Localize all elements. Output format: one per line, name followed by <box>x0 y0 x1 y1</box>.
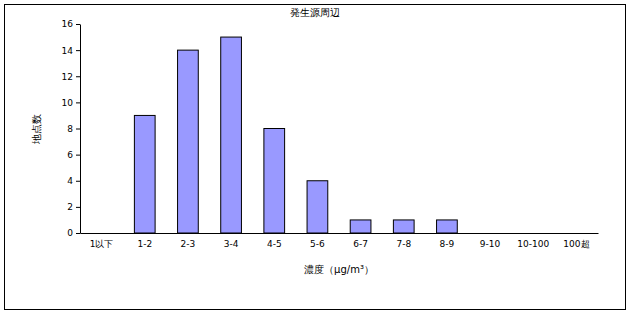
y-tick-mark <box>76 233 80 234</box>
y-tick-mark <box>76 207 80 208</box>
x-tick-label: 100超 <box>563 239 589 249</box>
y-tick: 10 <box>62 98 80 108</box>
x-tick-label: 10-100 <box>517 239 549 249</box>
y-tick: 12 <box>62 72 80 82</box>
bars <box>134 37 457 233</box>
x-tick-label: 6-7 <box>353 239 368 249</box>
x-tick: 9-10 <box>480 239 501 249</box>
x-tick: 3-4 <box>224 239 239 249</box>
x-tick-label: 2-3 <box>181 239 196 249</box>
bar <box>307 181 328 233</box>
x-tick: 100超 <box>563 239 589 249</box>
x-tick: 2-3 <box>181 239 196 249</box>
x-tick-label: 9-10 <box>480 239 501 249</box>
x-tick-label: 4-5 <box>267 239 282 249</box>
y-tick-label: 2 <box>67 202 73 212</box>
y-tick-mark <box>76 76 80 77</box>
y-tick-mark <box>76 129 80 130</box>
y-tick-label: 10 <box>62 98 74 108</box>
y-tick-mark <box>76 181 80 182</box>
y-tick-label: 12 <box>62 72 73 82</box>
x-tick: 10-100 <box>517 239 549 249</box>
chart-frame <box>5 5 626 310</box>
x-tick-label: 1以下 <box>90 239 114 249</box>
bar <box>91 233 112 234</box>
bar <box>566 233 587 234</box>
y-tick: 8 <box>67 124 80 134</box>
y-tick-label: 8 <box>67 124 73 134</box>
x-tick: 4-5 <box>267 239 282 249</box>
bar <box>134 115 155 233</box>
x-tick-label: 5-6 <box>310 239 325 249</box>
x-tick: 7-8 <box>396 239 411 249</box>
title: 発生源周辺 <box>290 7 340 18</box>
y-tick-label: 16 <box>62 19 74 29</box>
chart: 発生源周辺 0 2 4 6 8 10 12 14 16 1以下 1-2 2-3 3-4 4-5 5-6 6-7 7… <box>0 0 630 315</box>
y-tick-mark <box>76 155 80 156</box>
y-tick: 2 <box>67 202 80 212</box>
y-tick-label: 4 <box>67 176 73 186</box>
x-axis-line <box>81 233 599 234</box>
bar <box>264 129 285 234</box>
y-tick: 0 <box>67 228 80 238</box>
y-tick: 14 <box>62 46 80 56</box>
x-axis-title: 濃度（μg/m³） <box>304 264 374 275</box>
y-tick-label: 6 <box>67 150 73 160</box>
bar <box>480 233 501 234</box>
y-axis: 0 2 4 6 8 10 12 14 16 <box>62 19 81 238</box>
y-tick: 4 <box>67 176 80 186</box>
y-tick-mark <box>76 50 80 51</box>
x-tick: 1-2 <box>137 239 152 249</box>
x-tick-label: 7-8 <box>396 239 411 249</box>
x-tick: 8-9 <box>440 239 455 249</box>
y-tick: 6 <box>67 150 80 160</box>
x-tick: 5-6 <box>310 239 325 249</box>
y-tick-mark <box>76 102 80 103</box>
plot: 0 2 4 6 8 10 12 14 16 1以下 1-2 2-3 3-4 4-5 5-6 6-7 7-8 8-9… <box>62 19 599 249</box>
y-tick-label: 0 <box>67 228 73 238</box>
y-axis-line <box>80 25 81 234</box>
y-tick-mark <box>76 24 80 25</box>
x-axis: 1以下 1-2 2-3 3-4 4-5 5-6 6-7 7-8 8-9 9-10 10-100 100… <box>81 234 599 250</box>
x-tick-label: 3-4 <box>224 239 239 249</box>
x-tick-label: 1-2 <box>137 239 152 249</box>
y-tick: 16 <box>62 19 80 29</box>
bar <box>393 220 414 233</box>
x-tick: 6-7 <box>353 239 368 249</box>
x-tick: 1以下 <box>90 239 114 249</box>
bar <box>437 220 458 233</box>
bar <box>523 233 544 234</box>
x-tick-label: 8-9 <box>440 239 455 249</box>
bar <box>221 37 242 233</box>
y-axis-title: 地点数 <box>31 114 42 145</box>
y-tick-label: 14 <box>62 46 74 56</box>
bar <box>178 50 199 233</box>
bar <box>350 220 371 233</box>
